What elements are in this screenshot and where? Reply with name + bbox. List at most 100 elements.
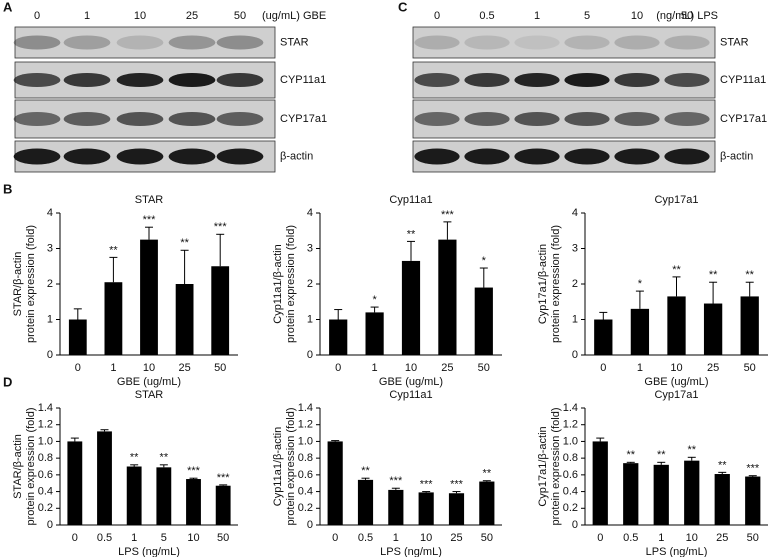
x-tick-label: 1: [131, 532, 137, 544]
error-bar: [361, 477, 370, 480]
y-tick-label: 0: [307, 349, 313, 361]
error-bar: [219, 484, 228, 486]
significance-label: **: [672, 264, 681, 276]
y-tick-label: 3: [572, 242, 578, 254]
y-axis-label: STAR/β-actin: [12, 252, 24, 317]
blot-band: [664, 73, 710, 87]
error-bar: [599, 311, 608, 320]
x-axis-label: GBE (ug/mL): [117, 376, 181, 388]
bar: [653, 464, 669, 525]
lane-label: 1: [84, 10, 90, 22]
x-tick-label: 10: [143, 362, 155, 374]
y-tick-label: 1.0: [563, 435, 578, 447]
y-tick-label: 2: [307, 278, 313, 290]
y-axis-label: Cyp11a1/β-actin: [272, 244, 284, 324]
blot-band: [414, 148, 460, 165]
y-tick-label: 1.4: [38, 402, 53, 414]
blot-band: [614, 35, 660, 50]
x-tick-label: 25: [707, 362, 719, 374]
bar: [623, 463, 639, 525]
blot-band: [216, 73, 264, 87]
y-tick-label: 1.2: [563, 419, 578, 431]
x-tick-label: 0: [600, 362, 606, 374]
significance-label: **: [180, 237, 189, 249]
blot-band: [564, 112, 610, 126]
row-label: β-actin: [720, 150, 753, 162]
significance-label: **: [130, 452, 139, 464]
x-tick-label: 50: [214, 362, 226, 374]
error-bar: [70, 437, 79, 442]
panel-letter: D: [3, 374, 12, 389]
significance-label: **: [361, 465, 370, 477]
bar: [68, 319, 87, 355]
blot-band: [514, 35, 560, 50]
y-tick-label: 0.8: [298, 452, 313, 464]
y-tick-label: 1.4: [298, 402, 313, 414]
error-bar: [635, 290, 644, 309]
y-axis-label: Cyp17a1/β-actin: [537, 244, 549, 324]
y-tick-label: 0.6: [38, 469, 53, 481]
y-tick-label: 0: [572, 519, 578, 531]
lane-unit: (ug/mL) GBE: [262, 10, 326, 22]
blot-band: [116, 73, 164, 87]
blot-strip: [14, 26, 276, 59]
row-label: CYP17a1: [720, 113, 767, 125]
lane-label: 0: [434, 10, 440, 22]
x-tick-label: 50: [478, 362, 490, 374]
row-label: CYP11a1: [280, 74, 326, 86]
x-tick-label: 0: [335, 362, 341, 374]
error-bar: [407, 240, 415, 261]
blot-band: [664, 148, 710, 165]
bar: [357, 479, 374, 525]
error-bar: [73, 308, 82, 320]
blot-band: [13, 112, 61, 126]
lane-label: 1: [534, 10, 540, 22]
y-axis-label: protein expression (fold): [25, 225, 37, 343]
x-tick-label: 1: [110, 362, 116, 374]
bar: [327, 441, 343, 525]
significance-label: ***: [389, 475, 403, 487]
error-bar: [180, 249, 189, 284]
lane-label: 10: [631, 10, 643, 22]
bar: [104, 282, 123, 355]
bar: [156, 467, 172, 525]
significance-label: ***: [441, 209, 455, 221]
lane-label: 50: [234, 10, 246, 22]
x-tick-label: 10: [420, 532, 432, 544]
bar: [684, 460, 700, 525]
y-tick-label: 0: [572, 349, 578, 361]
y-tick-label: 0.6: [563, 469, 578, 481]
blot-band: [116, 148, 164, 165]
bar: [215, 485, 231, 525]
error-bar: [452, 491, 461, 494]
lane-label: 0: [34, 10, 40, 22]
error-bar: [109, 256, 118, 283]
blot-band: [116, 112, 164, 126]
bar: [388, 489, 404, 525]
blot-band: [63, 35, 111, 50]
significance-label: ***: [746, 463, 760, 475]
bar: [329, 319, 348, 355]
y-tick-label: 1.2: [38, 419, 53, 431]
error-bar: [718, 471, 727, 475]
error-bar: [482, 480, 491, 482]
x-axis-label: LPS (ng/mL): [380, 546, 442, 557]
x-axis-label: GBE (ug/mL): [379, 376, 443, 388]
x-tick-label: 25: [441, 362, 453, 374]
blot-band: [514, 148, 560, 165]
x-tick-label: 0.5: [97, 532, 112, 544]
error-bar: [370, 306, 379, 313]
error-bar: [687, 456, 696, 461]
significance-label: **: [407, 228, 416, 240]
blot-band: [63, 148, 111, 165]
bar: [186, 479, 201, 525]
bar: [474, 287, 493, 355]
chart-title: Cyp17a1: [654, 194, 698, 206]
bar: [438, 239, 457, 355]
blot-band: [664, 112, 710, 126]
panel-letter: B: [3, 181, 12, 196]
lane-label: 5: [584, 10, 590, 22]
blot-band: [13, 73, 61, 87]
chart-title: STAR: [135, 194, 164, 206]
lane-label: 0.5: [479, 10, 494, 22]
